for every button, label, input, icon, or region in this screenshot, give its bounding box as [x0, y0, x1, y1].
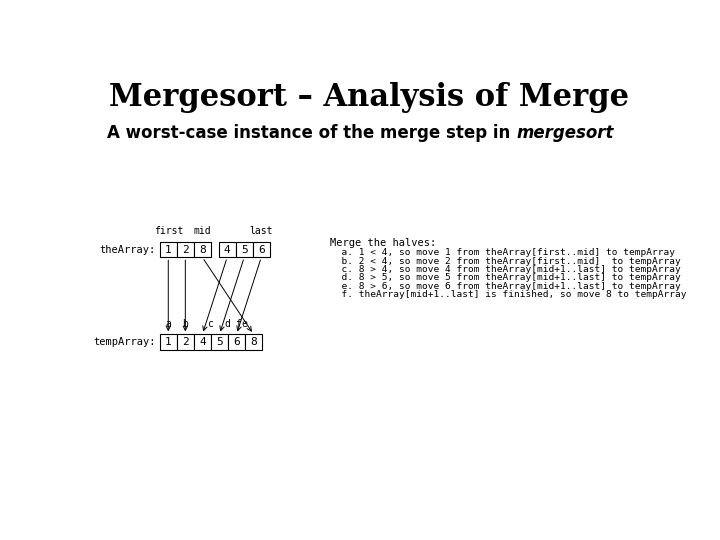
Text: mid: mid — [194, 226, 211, 236]
Bar — [194, 242, 211, 257]
Bar — [177, 242, 194, 257]
Bar — [219, 242, 235, 257]
Text: 8: 8 — [250, 337, 257, 347]
Text: 6: 6 — [258, 245, 265, 254]
Text: 6: 6 — [233, 337, 240, 347]
Text: f: f — [235, 319, 241, 328]
Text: f. theArray[mid+1..last] is finished, so move 8 to tempArray: f. theArray[mid+1..last] is finished, so… — [330, 291, 687, 299]
Bar — [160, 334, 177, 350]
Text: d. 8 > 5, so move 5 from theArray[mid+1..last] to tempArray: d. 8 > 5, so move 5 from theArray[mid+1.… — [330, 273, 681, 282]
Text: 4: 4 — [224, 245, 230, 254]
Bar — [160, 242, 177, 257]
Text: c: c — [207, 319, 212, 328]
Text: a. 1 < 4, so move 1 from theArray[first..mid] to tempArray: a. 1 < 4, so move 1 from theArray[first.… — [330, 248, 675, 257]
Bar — [177, 334, 194, 350]
Text: last: last — [250, 226, 273, 236]
Text: 2: 2 — [182, 337, 189, 347]
Bar — [211, 334, 228, 350]
Text: 2: 2 — [182, 245, 189, 254]
Bar — [253, 242, 270, 257]
Text: Mergesort – Analysis of Merge: Mergesort – Analysis of Merge — [109, 82, 629, 113]
Text: c. 8 > 4, so move 4 from theArray[mid+1..last] to tempArray: c. 8 > 4, so move 4 from theArray[mid+1.… — [330, 265, 681, 274]
Text: e: e — [241, 319, 247, 328]
Bar — [228, 334, 245, 350]
Text: first: first — [153, 226, 183, 236]
Text: 1: 1 — [165, 337, 171, 347]
Bar — [245, 334, 262, 350]
Text: tempArray:: tempArray: — [94, 337, 156, 347]
Text: 4: 4 — [199, 337, 206, 347]
Text: a: a — [166, 319, 171, 328]
Text: 5: 5 — [241, 245, 248, 254]
Text: mergesort: mergesort — [516, 124, 613, 141]
Text: A worst-case instance of the merge step in: A worst-case instance of the merge step … — [107, 124, 516, 141]
Bar — [194, 334, 211, 350]
Text: 1: 1 — [165, 245, 171, 254]
Text: theArray:: theArray: — [99, 245, 156, 254]
Text: d: d — [224, 319, 230, 328]
Text: e. 8 > 6, so move 6 from theArray[mid+1..last] to tempArray: e. 8 > 6, so move 6 from theArray[mid+1.… — [330, 282, 681, 291]
Text: b. 2 < 4, so move 2 from theArray[first..mid]  to tempArray: b. 2 < 4, so move 2 from theArray[first.… — [330, 256, 681, 266]
Text: Merge the halves:: Merge the halves: — [330, 238, 436, 248]
Bar — [235, 242, 253, 257]
Text: 5: 5 — [216, 337, 222, 347]
Text: 8: 8 — [199, 245, 206, 254]
Text: b: b — [182, 319, 188, 328]
